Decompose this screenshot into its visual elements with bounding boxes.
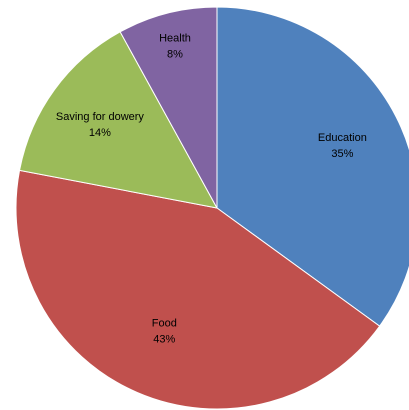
slice-value-food: 43% (153, 334, 175, 346)
slice-label-education: Education (318, 132, 367, 144)
slice-value-education: 35% (331, 148, 353, 160)
slice-saving-for-dowery (18, 31, 218, 209)
pie-labels: Education 35% Food 43% Saving for dowery 14% H… (56, 32, 367, 345)
slice-value-health: 8% (167, 48, 183, 60)
slice-label-saving-for-dowery: Saving for dowery (56, 111, 145, 123)
pie-slices (15, 6, 409, 410)
slice-education (216, 6, 409, 327)
slice-label-health: Health (159, 32, 191, 44)
slice-value-saving-for-dowery: 14% (89, 127, 111, 139)
slice-label-food: Food (152, 318, 177, 330)
slice-food (15, 169, 381, 410)
slice-health (119, 6, 218, 209)
